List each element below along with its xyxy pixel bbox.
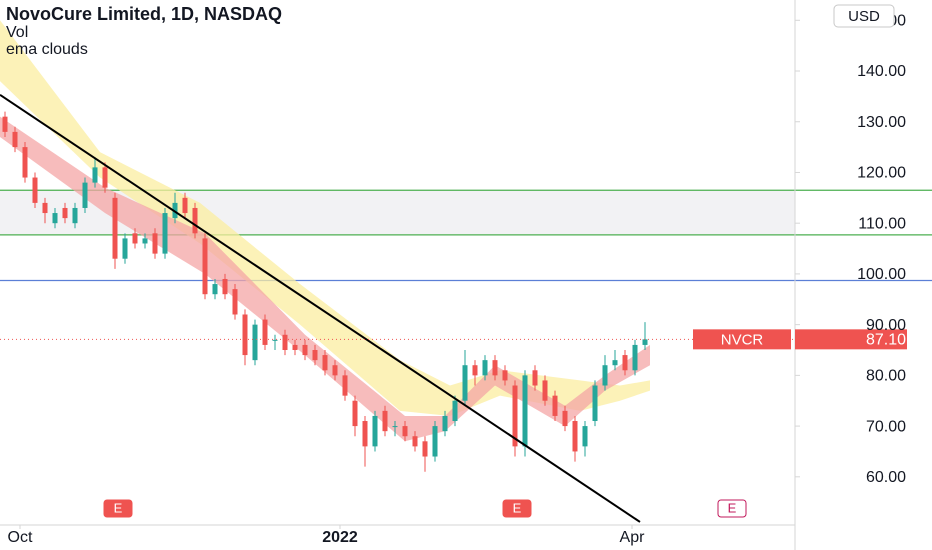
candle-body — [52, 213, 58, 224]
last-price-label: 87.10 — [866, 332, 906, 349]
symbol-label: NVCR — [721, 331, 764, 348]
candle-body — [482, 360, 488, 376]
earnings-label: E — [114, 500, 123, 515]
ema-cloud — [0, 20, 650, 416]
candle-body — [162, 213, 168, 254]
candle-body — [332, 365, 338, 376]
chart-title: NovoCure Limited, 1D, NASDAQ — [6, 4, 282, 24]
candle-body — [292, 344, 298, 350]
candle-body — [472, 365, 478, 376]
candle-body — [32, 177, 38, 203]
x-tick-label: 2022 — [322, 529, 358, 546]
candle-body — [252, 324, 258, 361]
y-tick-label: 70.00 — [866, 418, 906, 435]
candle-body — [532, 370, 538, 386]
x-tick-label: Apr — [620, 529, 646, 546]
candle-body — [262, 319, 268, 345]
candle-body — [212, 284, 218, 295]
candle-body — [402, 426, 408, 437]
candle-body — [462, 365, 468, 401]
y-tick-label: 120.00 — [857, 165, 906, 182]
price-tag — [795, 329, 907, 350]
candle-body — [122, 238, 128, 259]
earnings-label: E — [513, 500, 522, 515]
candle-body — [192, 207, 198, 234]
candle-body — [362, 421, 368, 447]
currency-label: USD — [848, 8, 880, 25]
candle-body — [22, 147, 28, 178]
candle-body — [322, 355, 328, 371]
candle-body — [372, 415, 378, 447]
candle-body — [342, 375, 348, 396]
candle-body — [592, 385, 598, 422]
candle-body — [612, 360, 618, 366]
candle-body — [582, 426, 588, 447]
candle-body — [552, 395, 558, 416]
candle-body — [392, 426, 398, 428]
y-tick-label: 140.00 — [857, 63, 906, 80]
candle-body — [412, 436, 418, 447]
symbol-tag — [693, 329, 791, 350]
trendline — [0, 94, 641, 523]
candle-body — [142, 238, 148, 244]
candle-body — [452, 400, 458, 422]
candle-body — [632, 344, 638, 371]
candle-body — [522, 375, 528, 447]
indicator-label: ema clouds — [6, 41, 88, 58]
indicator-label: Vol — [6, 24, 28, 41]
earnings-marker — [717, 499, 747, 518]
candle-body — [502, 370, 508, 381]
candle-body — [132, 233, 138, 244]
y-tick-label: 90.00 — [866, 317, 906, 334]
candle-body — [12, 131, 18, 148]
candle-body — [442, 415, 448, 432]
candle-body — [202, 238, 208, 295]
currency-button — [833, 4, 895, 28]
candle-body — [82, 182, 88, 208]
candle-body — [302, 344, 308, 356]
earnings-marker — [103, 499, 133, 518]
y-tick-label: 100.00 — [857, 266, 906, 283]
candle-body — [242, 314, 248, 356]
y-tick-label: 130.00 — [857, 114, 906, 131]
candle-body — [232, 289, 238, 315]
candle-body — [422, 441, 428, 457]
candle-body — [282, 334, 288, 350]
candle-body — [2, 116, 8, 132]
candle-body — [642, 339, 648, 345]
candle-body — [382, 410, 388, 432]
candle-body — [542, 380, 548, 401]
candle-body — [272, 339, 278, 341]
y-tick-label: 60.00 — [866, 469, 906, 486]
candle-body — [72, 207, 78, 224]
candle-body — [42, 202, 48, 214]
candle-body — [182, 197, 188, 214]
candle-body — [492, 360, 498, 376]
candle-body — [572, 421, 578, 452]
candle-body — [222, 278, 228, 295]
plot-area — [0, 20, 932, 523]
candle-body — [622, 355, 628, 371]
candle-body — [112, 197, 118, 259]
candle-body — [62, 207, 68, 219]
candle-body — [432, 426, 438, 457]
earnings-label: E — [728, 500, 737, 515]
candle-body — [602, 365, 608, 386]
candle-body — [102, 167, 108, 188]
candle-body — [512, 385, 518, 447]
candle-body — [152, 233, 158, 254]
candle-body — [92, 167, 98, 183]
y-tick-label: 80.00 — [866, 368, 906, 385]
y-tick-label: 110.00 — [858, 215, 906, 232]
earnings-marker — [502, 499, 532, 518]
candle-body — [562, 410, 568, 427]
x-tick-label: Oct — [8, 529, 33, 546]
candle-body — [312, 350, 318, 361]
candle-body — [352, 400, 358, 427]
